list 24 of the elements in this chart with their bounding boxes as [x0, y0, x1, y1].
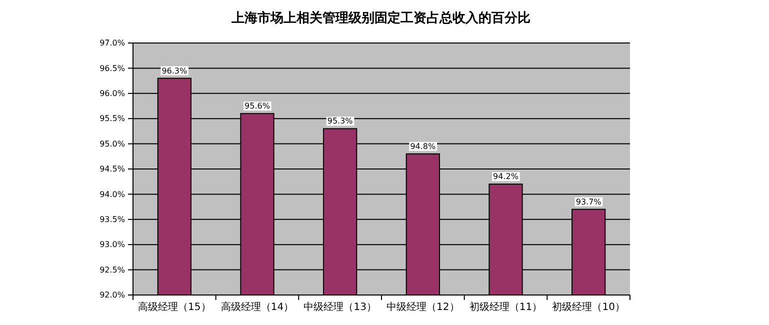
- y-tick-label: 97.0%: [100, 38, 126, 48]
- data-label: 94.2%: [493, 172, 519, 182]
- data-label: 95.3%: [327, 116, 354, 126]
- y-tick-label: 92.5%: [100, 265, 126, 274]
- y-tick-label: 95.0%: [100, 139, 126, 148]
- x-tick-label: 高级经理（15）: [138, 301, 211, 314]
- y-tick-label: 92.0%: [100, 290, 126, 300]
- x-tick-label: 初级经理（11）: [469, 301, 542, 314]
- x-tick-label: 中级经理（12）: [386, 301, 460, 314]
- data-label: 95.6%: [244, 102, 270, 111]
- x-tick-label: 高级经理（14）: [220, 301, 294, 314]
- x-tick-label: 初级经理（10）: [552, 301, 625, 314]
- y-tick-label: 94.0%: [100, 190, 126, 199]
- data-label: 96.3%: [162, 66, 188, 76]
- y-tick-label: 95.5%: [100, 114, 126, 124]
- chart-title: 上海市场上相关管理级别固定工资占总收入的百分比: [230, 10, 530, 26]
- y-tick-label: 96.5%: [100, 64, 126, 73]
- y-tick-label: 93.5%: [100, 214, 126, 224]
- y-tick-label: 93.0%: [100, 240, 126, 250]
- y-tick-label: 94.5%: [100, 164, 126, 174]
- data-label: 93.7%: [576, 197, 602, 206]
- x-tick-label: 中级经理（13）: [304, 301, 376, 314]
- y-tick-label: 96.0%: [100, 88, 126, 98]
- data-label: 94.8%: [410, 142, 436, 151]
